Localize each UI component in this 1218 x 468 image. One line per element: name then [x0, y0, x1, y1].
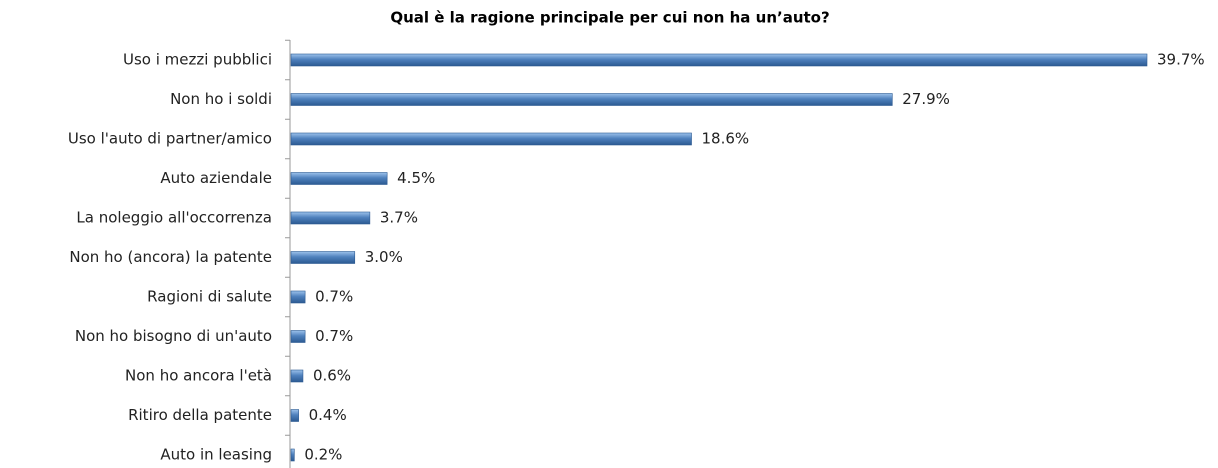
bar	[290, 93, 893, 106]
value-label: 27.9%	[902, 90, 950, 108]
value-label: 0.2%	[304, 446, 342, 464]
category-label: Non ho ancora l'età	[125, 367, 272, 385]
bar	[290, 53, 1148, 67]
bar	[290, 172, 388, 185]
category-label: Non ho bisogno di un'auto	[75, 327, 272, 345]
bar	[290, 251, 356, 264]
value-label: 18.6%	[702, 130, 750, 148]
bar	[290, 330, 306, 343]
value-label: 0.4%	[309, 406, 347, 424]
bar	[290, 290, 306, 304]
bar	[290, 132, 692, 146]
bar	[290, 448, 295, 462]
value-label: 4.5%	[397, 169, 435, 187]
category-label: Auto in leasing	[160, 446, 272, 464]
category-label: Uso i mezzi pubblici	[123, 51, 272, 69]
category-label: Uso l'auto di partner/amico	[68, 130, 272, 148]
value-label: 39.7%	[1157, 51, 1205, 69]
chart-title: Qual è la ragione principale per cui non…	[390, 9, 829, 27]
bar	[290, 409, 299, 422]
category-label: La noleggio all'occorrenza	[76, 209, 272, 227]
category-label: Non ho (ancora) la patente	[69, 248, 272, 266]
bar	[290, 369, 304, 383]
category-label: Auto aziendale	[160, 169, 272, 187]
bar	[290, 211, 371, 225]
value-label: 0.6%	[313, 367, 351, 385]
value-label: 3.0%	[365, 248, 403, 266]
value-label: 3.7%	[380, 209, 418, 227]
category-label: Ritiro della patente	[128, 406, 272, 424]
category-label: Ragioni di salute	[147, 288, 272, 306]
value-label: 0.7%	[315, 327, 353, 345]
category-label: Non ho i soldi	[170, 90, 272, 108]
value-label: 0.7%	[315, 288, 353, 306]
